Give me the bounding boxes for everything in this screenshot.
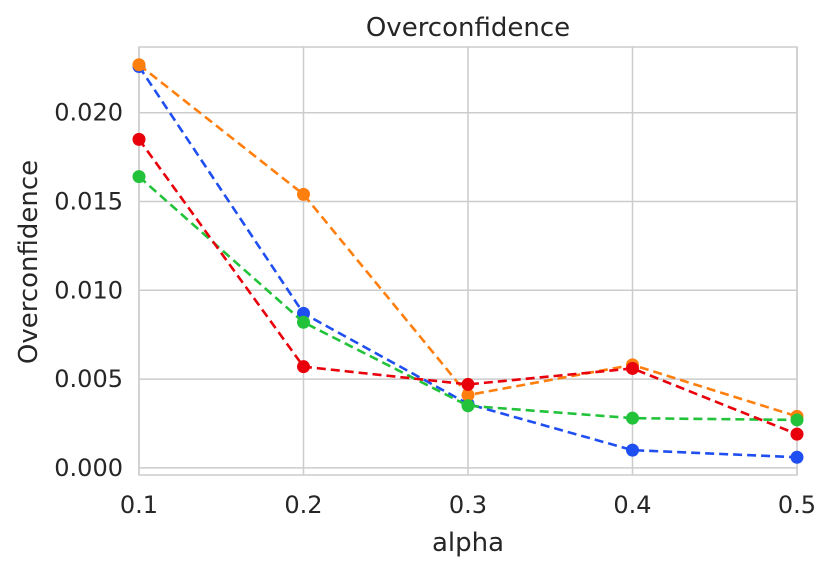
series-1-point xyxy=(790,450,804,464)
series-1-point xyxy=(626,443,639,457)
series-4-point xyxy=(297,360,310,374)
series-4-point xyxy=(132,132,146,146)
x-tick-label: 0.2 xyxy=(284,491,322,519)
series-line-3 xyxy=(138,175,798,422)
series-4-point xyxy=(790,427,804,441)
y-tick-label: 0.005 xyxy=(54,365,123,393)
y-axis: 0.000 0.005 0.010 0.015 0.020 xyxy=(54,99,123,482)
x-axis: 0.1 0.2 0.3 0.4 0.5 xyxy=(120,491,816,519)
x-tick-label: 0.1 xyxy=(120,491,158,519)
series-1-point xyxy=(297,306,310,320)
series-3-point xyxy=(626,411,639,425)
series-4-point xyxy=(626,361,639,375)
series-4-point xyxy=(461,377,475,391)
x-tick-label: 0.4 xyxy=(613,491,651,519)
chart-title: Overconfidence xyxy=(366,13,570,43)
y-tick-label: 0.010 xyxy=(54,276,123,304)
y-tick-label: 0.020 xyxy=(54,99,123,127)
series-group xyxy=(132,58,804,464)
y-axis-label: Overconfidence xyxy=(14,160,44,364)
x-tick-label: 0.5 xyxy=(778,491,816,519)
series-3-point xyxy=(297,315,310,329)
series-2-point xyxy=(461,388,475,402)
y-tick-label: 0.000 xyxy=(54,454,123,482)
x-tick-label: 0.3 xyxy=(449,491,487,519)
series-2-point xyxy=(297,187,310,201)
x-axis-label: alpha xyxy=(432,528,504,558)
series-3-point xyxy=(790,413,804,427)
series-3-point xyxy=(461,399,475,413)
series-line-4 xyxy=(137,138,798,436)
series-3-point xyxy=(132,170,146,184)
series-2-point xyxy=(132,58,146,72)
y-tick-label: 0.015 xyxy=(54,188,123,216)
